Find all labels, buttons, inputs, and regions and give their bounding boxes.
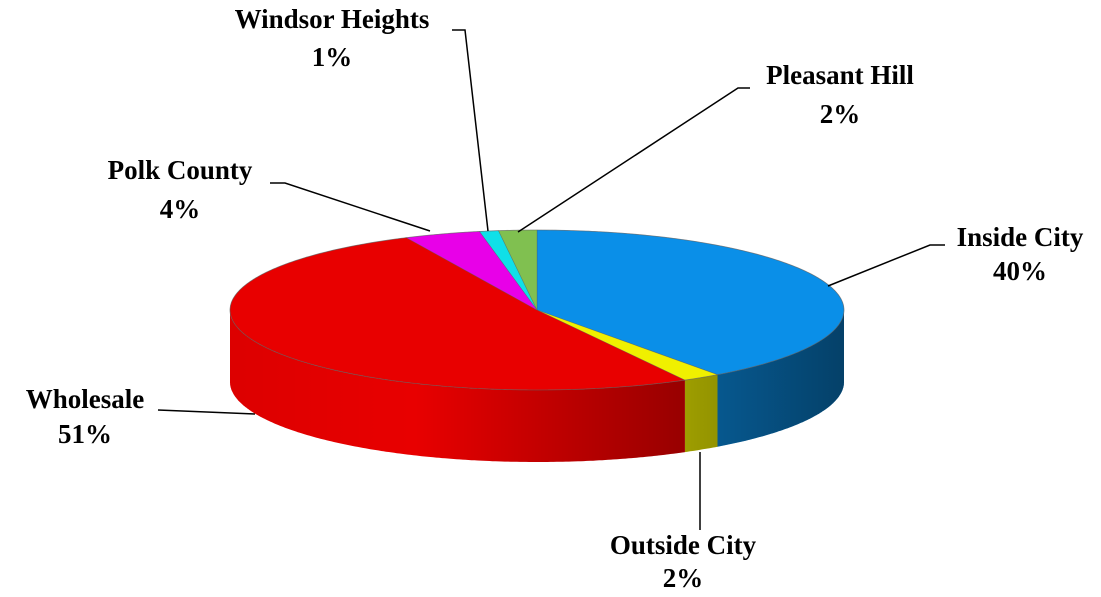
slice-label: Windsor Heights [235, 4, 430, 34]
leader-line [517, 87, 750, 233]
slice-value-label: 4% [160, 194, 201, 224]
leader-line [270, 182, 431, 232]
slice-label: Inside City [957, 222, 1084, 252]
pie-outline [229, 229, 845, 391]
slice-side-shade [230, 310, 685, 462]
slice-value-label: 51% [58, 419, 112, 449]
leader-line [452, 29, 489, 232]
slice-label: Polk County [108, 155, 253, 185]
leader-line [157, 409, 256, 415]
slice-side-shade [717, 310, 844, 447]
slice-value-label: 40% [993, 256, 1047, 286]
slice-side-shade [684, 374, 718, 453]
slice-label: Outside City [610, 530, 757, 560]
slice-label: Pleasant Hill [766, 60, 914, 90]
slice-label: Wholesale [26, 384, 145, 414]
slice-value-label: 2% [663, 563, 704, 593]
slice-value-label: 2% [820, 99, 861, 129]
slice-value-label: 1% [312, 42, 353, 72]
leader-line [827, 244, 945, 287]
